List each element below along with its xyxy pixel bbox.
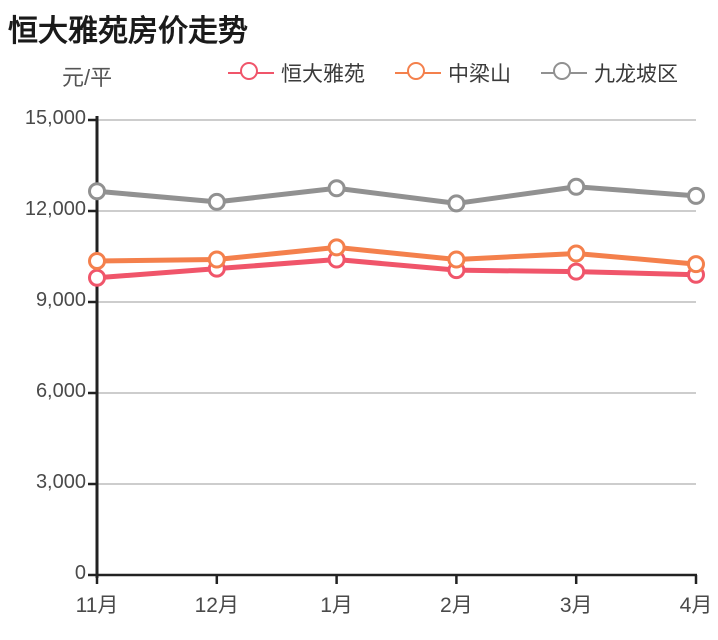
- legend-item[interactable]: 中梁山: [395, 58, 511, 88]
- legend-label: 恒大雅苑: [281, 63, 365, 86]
- data-point[interactable]: [327, 238, 346, 257]
- y-axis-unit-label: 元/平: [62, 65, 113, 90]
- data-point[interactable]: [447, 194, 466, 213]
- y-tick-label: 15,000: [24, 107, 86, 129]
- series-line-2: [94, 184, 699, 206]
- data-point[interactable]: [567, 262, 586, 281]
- y-tick-label: 9,000: [35, 289, 86, 311]
- legend-marker-icon: [541, 62, 587, 84]
- legend-label: 中梁山: [448, 63, 511, 86]
- data-point[interactable]: [88, 182, 106, 201]
- x-tick-label: 1月: [320, 594, 353, 617]
- chart-legend: 恒大雅苑 中梁山 九龙坡区: [228, 58, 678, 88]
- y-tick-label: 12,000: [24, 198, 86, 220]
- data-point[interactable]: [567, 177, 586, 196]
- data-point[interactable]: [687, 186, 705, 205]
- axis-lines: [95, 116, 697, 578]
- data-point[interactable]: [88, 268, 106, 287]
- legend-marker-icon: [395, 62, 441, 84]
- legend-label: 九龙坡区: [594, 63, 678, 86]
- data-point[interactable]: [567, 244, 586, 263]
- x-tick-label: 11月: [75, 594, 119, 617]
- legend-item[interactable]: 九龙坡区: [541, 58, 678, 88]
- y-tick-label: 6,000: [35, 380, 86, 402]
- x-tick-label: 12月: [194, 594, 239, 617]
- data-point[interactable]: [327, 179, 346, 198]
- data-series: [88, 177, 705, 287]
- legend-circle-icon: [407, 62, 425, 80]
- data-point[interactable]: [207, 250, 226, 269]
- data-point[interactable]: [687, 255, 705, 274]
- data-point[interactable]: [207, 192, 226, 211]
- data-point[interactable]: [88, 252, 106, 271]
- y-axis-ticks: [88, 118, 97, 577]
- x-tick-label: 3月: [559, 594, 593, 617]
- legend-circle-icon: [240, 62, 258, 80]
- x-axis-ticks: [95, 575, 698, 584]
- data-point[interactable]: [447, 250, 466, 269]
- series-line-0: [94, 257, 699, 281]
- x-tick-label: 4月: [679, 594, 713, 617]
- x-tick-label: 2月: [440, 594, 473, 617]
- legend-item[interactable]: 恒大雅苑: [228, 58, 365, 88]
- legend-marker-icon: [228, 62, 274, 84]
- gridlines: [97, 119, 696, 485]
- chart-title: 恒大雅苑房价走势: [8, 15, 248, 48]
- series-line-1: [94, 244, 699, 267]
- legend-circle-icon: [553, 62, 571, 80]
- y-tick-label: 0: [74, 562, 86, 584]
- y-tick-label: 3,000: [35, 471, 86, 493]
